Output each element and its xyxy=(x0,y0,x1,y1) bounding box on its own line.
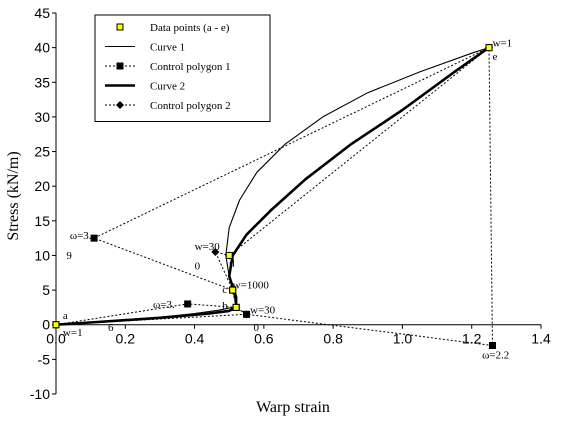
series-line-thick xyxy=(55,46,490,326)
legend-item: Curve 2 xyxy=(105,81,185,93)
y-tick-label: 0 xyxy=(42,317,50,333)
x-tick-label: 0.8 xyxy=(323,331,343,347)
curve-1-line xyxy=(55,47,490,326)
y-tick-label: -10 xyxy=(30,386,50,402)
annotation-label: b xyxy=(222,300,228,312)
annotation-label: ω=3. xyxy=(153,299,175,311)
legend-item: Data points (a - e) xyxy=(116,22,230,34)
series-markers xyxy=(52,44,493,329)
control-polygon-1-point xyxy=(489,342,496,350)
annotation-layer: w=1 e ω=3. 9 w=30 0 d w=1000 c ω=3. b w=30 a 6 0 w=1 ω=2… xyxy=(63,37,512,361)
annotation-label: c xyxy=(222,284,227,296)
control-polygon-1-point xyxy=(90,234,98,242)
y-tick-label: 30 xyxy=(34,109,50,125)
annotation-label: ω=2.2 xyxy=(482,350,509,362)
annotation-label: 0 xyxy=(253,322,259,334)
curve-2-line xyxy=(55,46,490,326)
data-point-e xyxy=(485,44,493,52)
y-tick-label: 5 xyxy=(42,282,50,298)
y-tick-label: 15 xyxy=(34,213,50,229)
legend-label: Data points (a - e) xyxy=(150,22,230,34)
y-tick-label: 45 xyxy=(34,5,50,21)
annotation-label: w=30 xyxy=(195,241,221,253)
x-tick-label: 0.2 xyxy=(116,331,136,347)
x-tick-label: 1.2 xyxy=(462,331,482,347)
y-axis-title: Stress (kN/m) xyxy=(5,151,22,240)
control-polygon-2-point xyxy=(211,247,220,256)
annotation-label: 0 xyxy=(195,260,201,272)
y-tick-label: 35 xyxy=(34,74,50,90)
series-layer xyxy=(52,43,496,350)
data-point-b xyxy=(232,303,240,311)
legend-swatch-diamond xyxy=(116,101,124,109)
annotation-label: w=1000 xyxy=(233,280,270,292)
annotation-label: e xyxy=(493,51,498,63)
control-polygon-2-point xyxy=(242,310,251,319)
x-axis-title: Warp strain xyxy=(256,399,330,416)
annotation-label: ω=3. xyxy=(70,230,92,242)
x-tick-label: 0.4 xyxy=(185,331,205,347)
legend-item: Curve 1 xyxy=(105,42,185,54)
y-tick-label: 20 xyxy=(34,178,50,194)
y-tick-label: 40 xyxy=(34,40,50,56)
legend-label: Control polygon 1 xyxy=(150,61,231,73)
legend-swatch-square xyxy=(116,62,124,70)
annotation-label: w=1 xyxy=(63,327,83,339)
axes: -10 -5 0 5 10 15 20 25 30 35 40 45 0.0 0.2 0.4 0.6 0.8 1.… xyxy=(30,5,551,402)
y-tick-label: 25 xyxy=(34,144,50,160)
annotation-label: a xyxy=(63,310,68,322)
legend-swatch-data-points xyxy=(116,23,124,31)
legend-item: Control polygon 1 xyxy=(105,61,231,73)
data-point-c xyxy=(229,286,237,294)
legend: Data points (a - e) Curve 1 Control polygo… xyxy=(94,14,271,122)
annotation-label: d xyxy=(229,258,235,270)
data-point-d xyxy=(225,251,233,259)
y-tick-label: -5 xyxy=(38,351,51,367)
y-tick-label: 10 xyxy=(34,247,50,263)
data-point-a xyxy=(52,321,60,329)
x-tick-label: 0.0 xyxy=(46,331,66,347)
x-tick-label: 1.4 xyxy=(531,331,551,347)
annotation-label: 6 xyxy=(108,322,114,334)
legend-label: Curve 2 xyxy=(150,81,185,93)
control-polygon-1-point xyxy=(184,300,192,308)
annotation-label: w=30 xyxy=(250,305,276,317)
control-polygon-1-line xyxy=(55,46,494,347)
annotation-label: 9 xyxy=(66,250,72,262)
series-line-thin xyxy=(55,47,490,326)
annotation-label: w=1 xyxy=(493,37,513,49)
legend-label: Control polygon 2 xyxy=(150,100,231,112)
legend-label: Curve 1 xyxy=(150,42,185,54)
legend-box xyxy=(94,14,271,122)
legend-item: Control polygon 2 xyxy=(105,100,231,112)
x-tick-label: 0.6 xyxy=(254,331,274,347)
